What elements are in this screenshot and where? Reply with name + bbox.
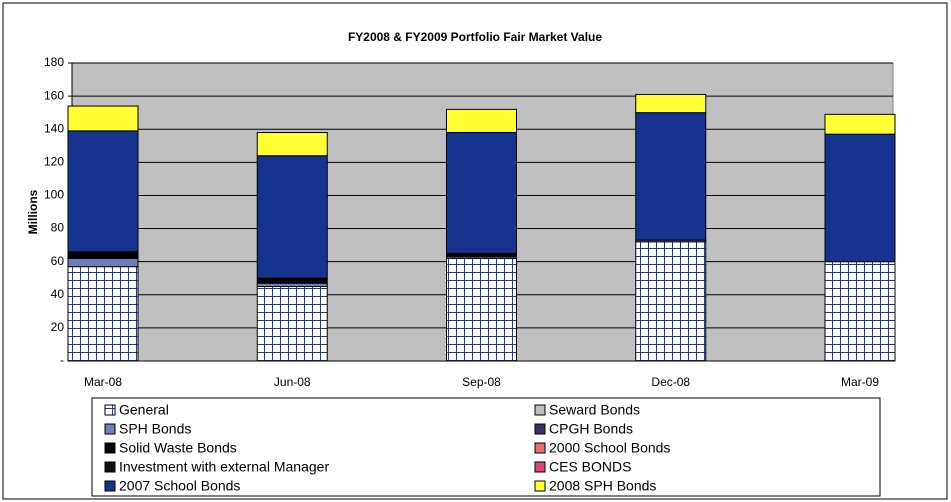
bar-segment	[635, 241, 707, 362]
x-tick-label: Dec-08	[651, 375, 690, 389]
bar-segment	[256, 155, 328, 279]
legend-box	[91, 397, 881, 497]
chart-title: FY2008 & FY2009 Portfolio Fair Market Va…	[348, 30, 602, 44]
legend-swatch	[534, 480, 546, 492]
y-tick-label: 40	[51, 287, 65, 301]
legend-swatch	[534, 423, 546, 435]
bar-segment	[635, 93, 707, 114]
legend-swatch	[104, 442, 116, 454]
bar-segment	[446, 132, 517, 254]
y-tick-label: 180	[44, 55, 64, 69]
y-tick-label: 160	[44, 88, 64, 102]
bar-segment	[67, 257, 139, 268]
bar-segment	[635, 112, 707, 241]
legend-text: 2008 SPH Bonds	[549, 478, 656, 494]
legend-text: 2007 School Bonds	[119, 478, 240, 494]
bar-segment	[446, 108, 517, 134]
y-tick-label: -	[60, 353, 64, 367]
bar-segment	[824, 113, 896, 135]
bar-segment	[67, 130, 139, 253]
legend-text: CES BONDS	[549, 459, 631, 475]
y-axis-label: Millions	[26, 189, 40, 234]
y-tick-label: 80	[51, 221, 65, 235]
legend-text: CPGH Bonds	[549, 421, 633, 437]
bar-segment	[824, 133, 896, 263]
bar-segment	[256, 277, 328, 284]
y-tick-label: 100	[44, 188, 64, 202]
legend-text: Investment with external Manager	[119, 459, 329, 475]
y-tick-label: 140	[44, 121, 64, 135]
legend-swatch	[104, 423, 116, 435]
y-tick-label: 120	[44, 155, 64, 169]
x-tick-label: Jun-08	[274, 375, 311, 389]
x-tick-label: Mar-09	[841, 375, 879, 389]
bar-segment	[446, 257, 517, 362]
bar-segment	[67, 266, 139, 362]
bar-segment	[824, 261, 896, 362]
legend-swatch	[534, 442, 546, 454]
legend-text: SPH Bonds	[119, 421, 191, 437]
x-tick-label: Sep-08	[462, 375, 501, 389]
legend-swatch	[104, 461, 116, 473]
x-tick-label: Mar-08	[84, 375, 122, 389]
legend-text: 2000 School Bonds	[549, 440, 670, 456]
bar-segment	[256, 132, 328, 157]
legend-text: Solid Waste Bonds	[119, 440, 237, 456]
y-tick-label: 60	[51, 254, 65, 268]
bar-segment	[256, 286, 328, 362]
legend-swatch	[534, 404, 546, 416]
legend-text: Seward Bonds	[549, 402, 640, 418]
legend-text: General	[119, 402, 169, 418]
bar-segment	[67, 252, 139, 259]
bar-segment	[67, 105, 139, 132]
y-tick-label: 20	[51, 320, 65, 334]
legend-swatch	[104, 404, 116, 416]
legend-swatch	[104, 480, 116, 492]
legend-swatch	[534, 461, 546, 473]
